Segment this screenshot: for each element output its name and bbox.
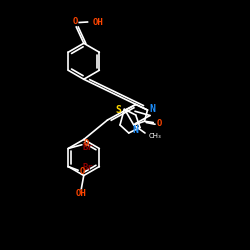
Text: O: O (84, 140, 89, 148)
Text: CH₃: CH₃ (149, 133, 162, 139)
Text: O: O (156, 119, 162, 128)
Text: S: S (116, 105, 122, 115)
Text: OH: OH (92, 18, 103, 26)
Text: N: N (149, 104, 155, 114)
Text: O: O (72, 17, 78, 26)
Text: OH: OH (76, 189, 86, 198)
Text: O: O (79, 167, 84, 176)
Text: Br: Br (82, 143, 93, 152)
Text: Br: Br (82, 163, 93, 172)
Text: N: N (132, 125, 138, 135)
